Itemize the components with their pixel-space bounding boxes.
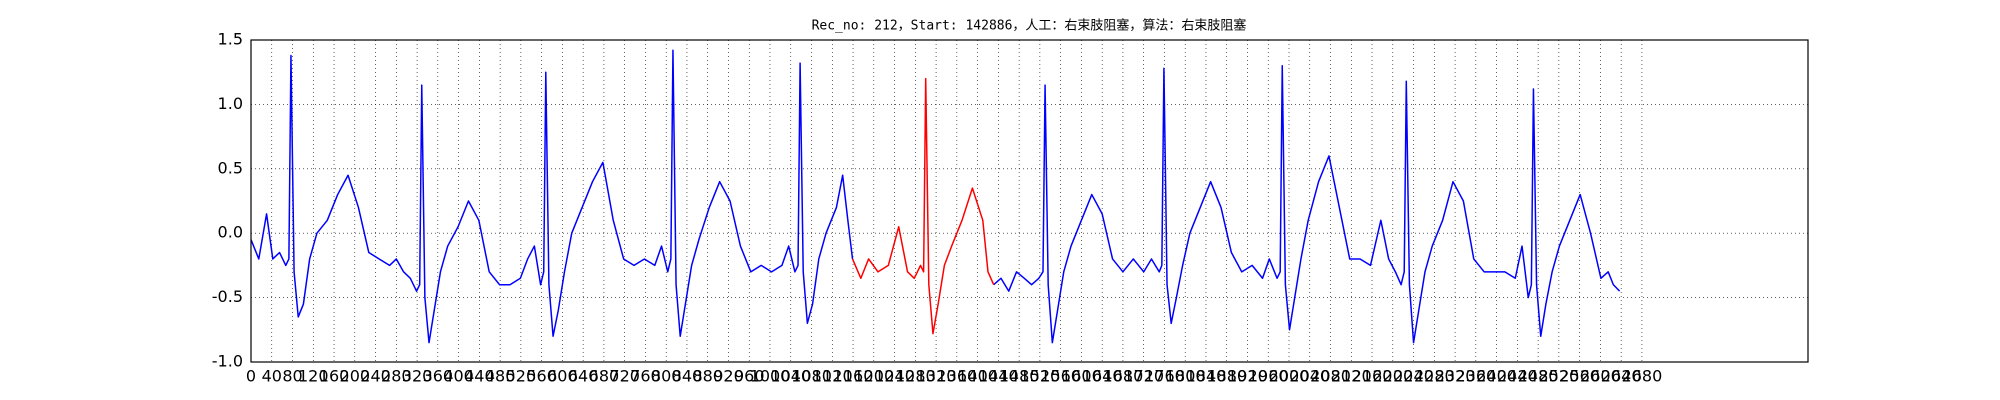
y-tick-label: 0.5 bbox=[218, 158, 243, 177]
x-tick-label: 1760 bbox=[1144, 367, 1185, 386]
x-tick-label: 2320 bbox=[1435, 367, 1476, 386]
x-tick-label: 1160 bbox=[833, 367, 874, 386]
x-tick-label: 40 bbox=[262, 367, 282, 386]
x-tick-label: 1200 bbox=[853, 367, 894, 386]
x-tick-label: 1440 bbox=[978, 367, 1019, 386]
x-tick-label: 2240 bbox=[1393, 367, 1434, 386]
x-tick-label: 600 bbox=[547, 367, 578, 386]
x-tick-label: 1640 bbox=[1082, 367, 1123, 386]
x-tick-label: 1240 bbox=[874, 367, 915, 386]
y-tick-label: 0.0 bbox=[218, 223, 243, 242]
x-tick-label: 1800 bbox=[1165, 367, 1206, 386]
x-tick-label: 440 bbox=[464, 367, 495, 386]
x-tick-label: 1680 bbox=[1103, 367, 1144, 386]
x-tick-label: 1960 bbox=[1248, 367, 1289, 386]
x-tick-label: 1480 bbox=[999, 367, 1040, 386]
x-tick-label: 1400 bbox=[957, 367, 998, 386]
x-tick-label: 1360 bbox=[936, 367, 977, 386]
x-tick-label: 760 bbox=[630, 367, 661, 386]
x-tick-label: 2560 bbox=[1559, 367, 1600, 386]
x-tick-label: 1520 bbox=[1020, 367, 1061, 386]
x-tick-label: 2160 bbox=[1352, 367, 1393, 386]
x-tick-label: 1000 bbox=[750, 367, 791, 386]
x-tick-label: 120 bbox=[298, 367, 329, 386]
x-tick-label: 160 bbox=[319, 367, 350, 386]
x-tick-label: 1080 bbox=[791, 367, 832, 386]
x-tick-label: 480 bbox=[485, 367, 516, 386]
x-tick-label: 720 bbox=[609, 367, 640, 386]
x-tick-label: 0 bbox=[246, 367, 256, 386]
x-tick-label: 360 bbox=[423, 367, 454, 386]
x-tick-label: 2680 bbox=[1622, 367, 1663, 386]
x-tick-label: 640 bbox=[568, 367, 599, 386]
x-tick-label: 2040 bbox=[1289, 367, 1330, 386]
x-tick-label: 1840 bbox=[1186, 367, 1227, 386]
x-tick-label: 2120 bbox=[1331, 367, 1372, 386]
y-tick-label: -0.5 bbox=[212, 287, 243, 306]
y-tick-label: -1.0 bbox=[212, 352, 243, 371]
x-tick-label: 560 bbox=[526, 367, 557, 386]
x-tick-label: 920 bbox=[713, 367, 744, 386]
x-tick-label: 800 bbox=[651, 367, 682, 386]
x-tick-label: 400 bbox=[443, 367, 474, 386]
x-tick-label: 680 bbox=[589, 367, 620, 386]
x-tick-label: 880 bbox=[692, 367, 723, 386]
x-tick-label: 280 bbox=[381, 367, 412, 386]
x-tick-label: 1280 bbox=[895, 367, 936, 386]
x-tick-label: 1040 bbox=[770, 367, 811, 386]
x-tick-label: 2640 bbox=[1601, 367, 1642, 386]
x-tick-label: 240 bbox=[360, 367, 391, 386]
x-tick-label: 2400 bbox=[1476, 367, 1517, 386]
x-tick-label: 2080 bbox=[1310, 367, 1351, 386]
x-tick-label: 520 bbox=[506, 367, 537, 386]
x-tick-label: 1320 bbox=[916, 367, 957, 386]
y-tick-label: 1.0 bbox=[218, 94, 243, 113]
x-tick-label: 2440 bbox=[1497, 367, 1538, 386]
plot-frame bbox=[250, 39, 1809, 363]
x-tick-label: 1120 bbox=[812, 367, 853, 386]
x-tick-label: 2200 bbox=[1372, 367, 1413, 386]
ecg-line bbox=[851, 77, 995, 335]
x-tick-label: 200 bbox=[340, 367, 371, 386]
x-tick-label: 2520 bbox=[1539, 367, 1580, 386]
x-tick-label: 1880 bbox=[1206, 367, 1247, 386]
x-tick-label: 840 bbox=[672, 367, 703, 386]
x-tick-label: 80 bbox=[282, 367, 302, 386]
x-tick-label: 2600 bbox=[1580, 367, 1621, 386]
x-tick-label: 1920 bbox=[1227, 367, 1268, 386]
x-tick-label: 1720 bbox=[1123, 367, 1164, 386]
x-tick-label: 2000 bbox=[1269, 367, 1310, 386]
x-tick-label: 960 bbox=[734, 367, 765, 386]
x-tick-label: 2480 bbox=[1518, 367, 1559, 386]
y-tick-label: 1.5 bbox=[218, 30, 243, 49]
ecg-line bbox=[250, 49, 1621, 344]
chart-title: Rec_no: 212，Start: 142886，人工：右束肢阻塞，算法：右束… bbox=[812, 18, 1247, 34]
x-tick-label: 2280 bbox=[1414, 367, 1455, 386]
x-tick-label: 320 bbox=[402, 367, 433, 386]
x-tick-label: 2360 bbox=[1455, 367, 1496, 386]
x-tick-label: 1560 bbox=[1040, 367, 1081, 386]
x-tick-label: 1600 bbox=[1061, 367, 1102, 386]
